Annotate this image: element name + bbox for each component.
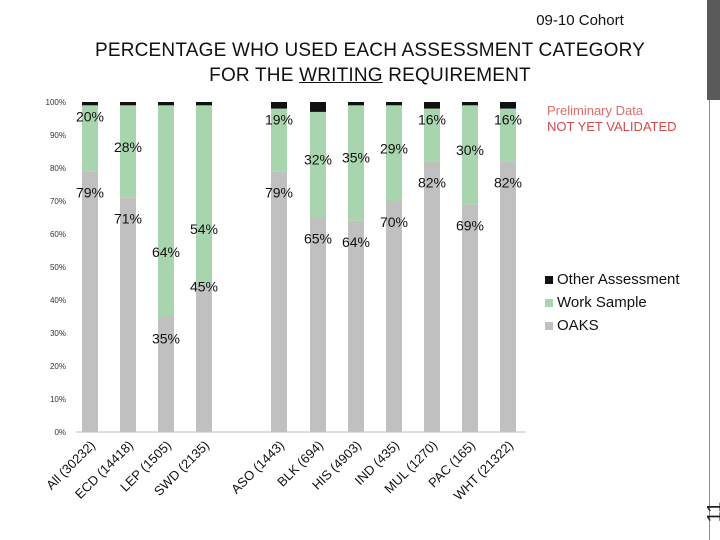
bar-segment-oaks (310, 217, 326, 432)
y-tick-label: 90% (50, 131, 66, 140)
y-tick-label: 80% (50, 164, 66, 173)
bar-segment-oaks (348, 220, 364, 432)
bar-segment-other-assessment (82, 102, 98, 106)
title-suffix: REQUIREMENT (382, 65, 531, 86)
bar-segment-oaks (386, 201, 402, 432)
data-label-work-sample: 32% (304, 151, 332, 167)
y-tick-label: 100% (46, 98, 66, 107)
slide-divider-line (709, 100, 710, 540)
bar-segment-work-sample (348, 105, 364, 221)
y-tick-label: 20% (50, 362, 66, 371)
bar-segment-other-assessment (348, 102, 364, 106)
bar-segment-oaks (424, 161, 440, 432)
bar-segment-oaks (196, 283, 212, 432)
data-label-work-sample: 30% (456, 142, 484, 158)
legend-swatch-work-sample (545, 299, 553, 307)
y-tick-label: 70% (50, 197, 66, 206)
legend-label-oaks: OAKS (557, 317, 599, 334)
bar-segment-oaks (120, 197, 136, 432)
x-tick-label: ASO (1443) (228, 438, 287, 497)
data-label-oaks: 45% (190, 279, 218, 295)
bar-segment-other-assessment (462, 102, 478, 106)
bar-segment-oaks (158, 316, 174, 432)
bar-segment-work-sample (500, 108, 516, 162)
data-label-oaks: 65% (304, 231, 332, 247)
bar-segment-other-assessment (500, 102, 516, 109)
data-label-work-sample: 19% (265, 112, 293, 128)
bar-segment-other-assessment (120, 102, 136, 106)
slide-accent-bar (707, 0, 720, 100)
y-tick-label: 0% (54, 428, 66, 437)
y-tick-label: 40% (50, 296, 66, 305)
bar-segment-oaks (82, 171, 98, 433)
bar-segment-work-sample (424, 108, 440, 162)
data-label-work-sample: 35% (342, 149, 370, 165)
data-label-work-sample: 54% (190, 221, 218, 237)
data-label-work-sample: 28% (114, 139, 142, 155)
bar-segment-other-assessment (386, 102, 402, 106)
bar-segment-oaks (271, 171, 287, 433)
bar-segment-work-sample (310, 111, 326, 218)
data-label-work-sample: 16% (418, 112, 446, 128)
bar-segment-other-assessment (424, 102, 440, 109)
data-label-work-sample: 64% (152, 244, 180, 260)
bar-segment-oaks (462, 204, 478, 432)
data-label-oaks: 70% (380, 214, 408, 230)
title-prefix: FOR THE (209, 65, 300, 86)
data-label-oaks: 69% (456, 217, 484, 233)
legend-swatch-oaks (545, 322, 553, 330)
preliminary-note-line-2: NOT YET VALIDATED (547, 119, 677, 134)
bar-segment-work-sample (271, 108, 287, 172)
page-title: PERCENTAGE WHO USED EACH ASSESSMENT CATE… (70, 38, 670, 88)
title-line-2: FOR THE WRITING REQUIREMENT (70, 63, 670, 88)
bar-segment-work-sample (158, 105, 174, 317)
data-label-oaks: 82% (418, 174, 446, 190)
legend-swatch-other-assessment (545, 276, 553, 284)
data-label-oaks: 64% (342, 234, 370, 250)
data-label-work-sample: 20% (76, 108, 104, 124)
y-tick-label: 30% (50, 329, 66, 338)
bar-segment-other-assessment (310, 102, 326, 112)
data-label-oaks: 79% (76, 184, 104, 200)
bar-segment-work-sample (82, 105, 98, 172)
legend-label-work-sample: Work Sample (557, 294, 647, 311)
data-label-work-sample: 29% (380, 140, 408, 156)
data-label-oaks: 79% (265, 184, 293, 200)
data-label-work-sample: 16% (494, 112, 522, 128)
bar-segment-other-assessment (158, 102, 174, 106)
legend-label-other-assessment: Other Assessment (557, 271, 680, 288)
bar-segment-oaks (500, 161, 516, 432)
y-tick-label: 50% (50, 263, 66, 272)
bar-segment-work-sample (196, 105, 212, 284)
y-tick-label: 10% (50, 395, 66, 404)
preliminary-note: Preliminary Data NOT YET VALIDATED (547, 103, 677, 135)
bar-segment-other-assessment (271, 102, 287, 109)
preliminary-note-line-1: Preliminary Data (547, 103, 644, 118)
bar-segment-other-assessment (196, 102, 212, 106)
data-label-oaks: 82% (494, 174, 522, 190)
cohort-label: 09-10 Cohort (536, 12, 624, 29)
data-label-oaks: 35% (152, 331, 180, 347)
bar-segment-work-sample (386, 105, 402, 201)
title-line-1: PERCENTAGE WHO USED EACH ASSESSMENT CATE… (94, 40, 646, 61)
y-tick-label: 60% (50, 230, 66, 239)
title-underlined-word: WRITING (299, 65, 383, 86)
bar-segment-work-sample (462, 105, 478, 205)
data-label-oaks: 71% (114, 211, 142, 227)
bar-segment-work-sample (120, 105, 136, 198)
